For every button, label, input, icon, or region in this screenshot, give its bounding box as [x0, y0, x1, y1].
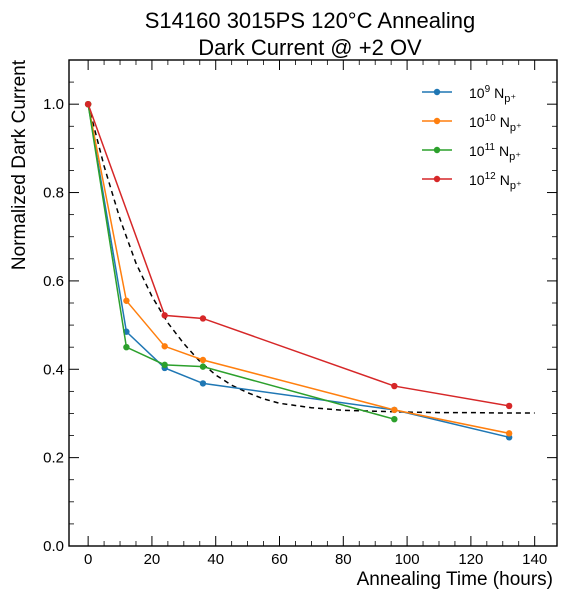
- y-tick-label: 0.0: [43, 538, 64, 555]
- series-group: [84, 100, 513, 441]
- data-point-s2: [391, 406, 398, 414]
- y-tick-label: 0.2: [43, 450, 64, 467]
- series-line-3: [87, 104, 395, 420]
- fit-curve-line: [87, 103, 535, 414]
- y-tick-label: 1.0: [43, 96, 64, 113]
- x-tick-label: 40: [207, 551, 224, 568]
- x-tick-label: 120: [458, 551, 483, 568]
- axis-ticks: 0 20 40 60 80 100 120 140 0.0 0.2 0.4 0.6 0.8 1.0: [43, 60, 557, 568]
- legend-label-1: 109 Np⁺: [469, 84, 516, 105]
- data-point-s3: [199, 363, 207, 370]
- x-tick-label: 140: [522, 551, 547, 568]
- data-point-s2: [505, 430, 513, 437]
- data-point-s2: [199, 356, 207, 364]
- data-point-s4: [199, 315, 207, 322]
- data-point-s1: [199, 380, 207, 387]
- x-tick-label: 20: [144, 551, 161, 568]
- legend-marker-2: [433, 117, 441, 125]
- data-point-s4: [505, 402, 513, 410]
- legend: 109 Np⁺ 1010 Np⁺ 1011 Np⁺ 1012 Np⁺: [422, 84, 522, 192]
- legend-marker-3: [433, 146, 441, 154]
- legend-label-3: 1011 Np⁺: [469, 142, 521, 163]
- legend-label-4: 1012 Np⁺: [469, 171, 522, 192]
- chart-title-line1: S14160 3015PS 120°C Annealing: [145, 8, 476, 33]
- data-point-s3: [391, 415, 398, 423]
- y-axis-label: Normalized Dark Current: [9, 59, 30, 270]
- series-line-2: [87, 104, 510, 435]
- legend-marker-1: [433, 88, 441, 96]
- fit-curve: [87, 103, 535, 414]
- chart-title-line2: Dark Current @ +2 OV: [198, 35, 422, 60]
- x-tick-label: 100: [395, 551, 420, 568]
- data-point-s3: [161, 361, 168, 369]
- data-point-s4: [391, 382, 398, 390]
- y-tick-label: 0.4: [43, 361, 64, 378]
- x-tick-label: 60: [271, 551, 288, 568]
- x-tick-label: 80: [335, 551, 352, 568]
- x-axis-label: Annealing Time (hours): [357, 569, 553, 590]
- y-tick-label: 0.8: [43, 185, 64, 202]
- data-point-s4: [161, 312, 168, 319]
- data-point-s2: [123, 297, 130, 304]
- data-point-s3: [123, 343, 130, 351]
- data-point-s2: [161, 343, 168, 350]
- data-point-s4: [84, 100, 92, 108]
- series-line-1: [87, 104, 510, 439]
- legend-marker-4: [433, 175, 441, 183]
- plot-frame: [68, 59, 558, 547]
- x-tick-label: 0: [84, 551, 92, 568]
- legend-label-2: 1010 Np⁺: [469, 113, 522, 134]
- y-tick-label: 0.6: [43, 273, 64, 290]
